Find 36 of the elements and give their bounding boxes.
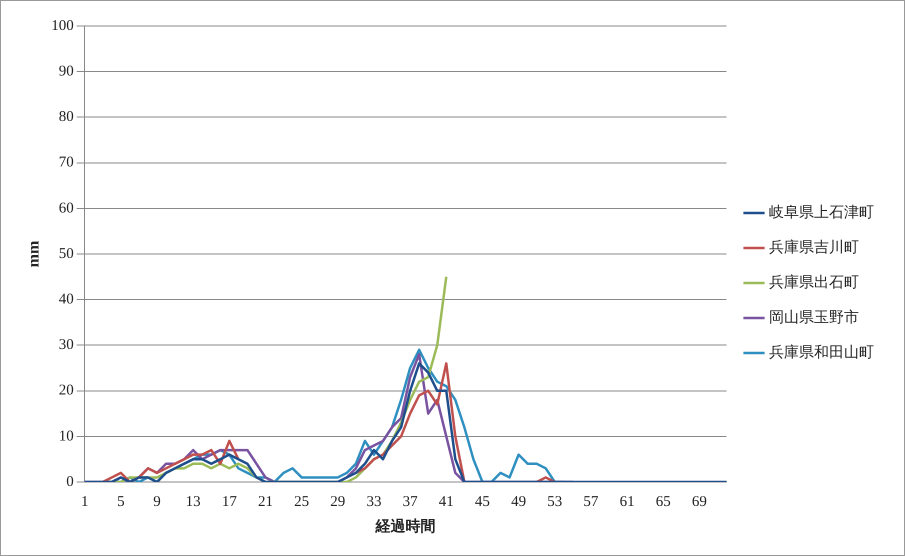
- x-axis-title: 経過時間: [374, 516, 436, 535]
- y-tick-label: 40: [58, 292, 74, 308]
- legend-label: 岡山県玉野市: [769, 308, 859, 326]
- y-tick-label: 80: [58, 109, 74, 126]
- x-tick-label: 21: [258, 494, 273, 510]
- x-tick-label: 17: [222, 494, 238, 510]
- x-tick-label: 65: [656, 494, 671, 510]
- legend-label: 兵庫県吉川町: [769, 238, 859, 256]
- x-tick-label: 9: [153, 494, 161, 510]
- y-tick-label: 70: [58, 154, 74, 171]
- y-tick-label: 90: [58, 64, 74, 80]
- x-tick-label: 29: [330, 494, 346, 510]
- legend-label: 岐阜県上石津町: [769, 202, 874, 221]
- x-tick-label: 53: [547, 494, 562, 510]
- y-tick-label: 0: [66, 474, 74, 490]
- x-tick-label: 69: [692, 494, 707, 510]
- y-tick-label: 30: [58, 337, 74, 354]
- y-tick-label: 50: [58, 246, 74, 262]
- legend-label: 兵庫県出石町: [769, 272, 859, 291]
- x-tick-label: 61: [620, 494, 635, 510]
- x-tick-label: 1: [80, 494, 88, 510]
- y-tick-label: 60: [58, 200, 74, 216]
- x-tick-label: 33: [366, 494, 382, 510]
- x-tick-label: 57: [583, 494, 599, 510]
- legend-label: 兵庫県和田山町: [769, 342, 874, 361]
- y-tick-label: 100: [51, 18, 74, 34]
- x-tick-label: 5: [117, 494, 125, 510]
- y-tick-label: 10: [58, 428, 74, 444]
- y-axis-title: mm: [26, 240, 43, 268]
- x-tick-label: 45: [474, 494, 490, 510]
- x-tick-label: 41: [438, 494, 454, 510]
- x-tick-label: 25: [294, 494, 310, 510]
- x-tick-label: 49: [511, 494, 526, 510]
- x-tick-label: 37: [402, 494, 418, 510]
- y-tick-label: 20: [58, 382, 74, 399]
- x-tick-label: 13: [186, 494, 201, 510]
